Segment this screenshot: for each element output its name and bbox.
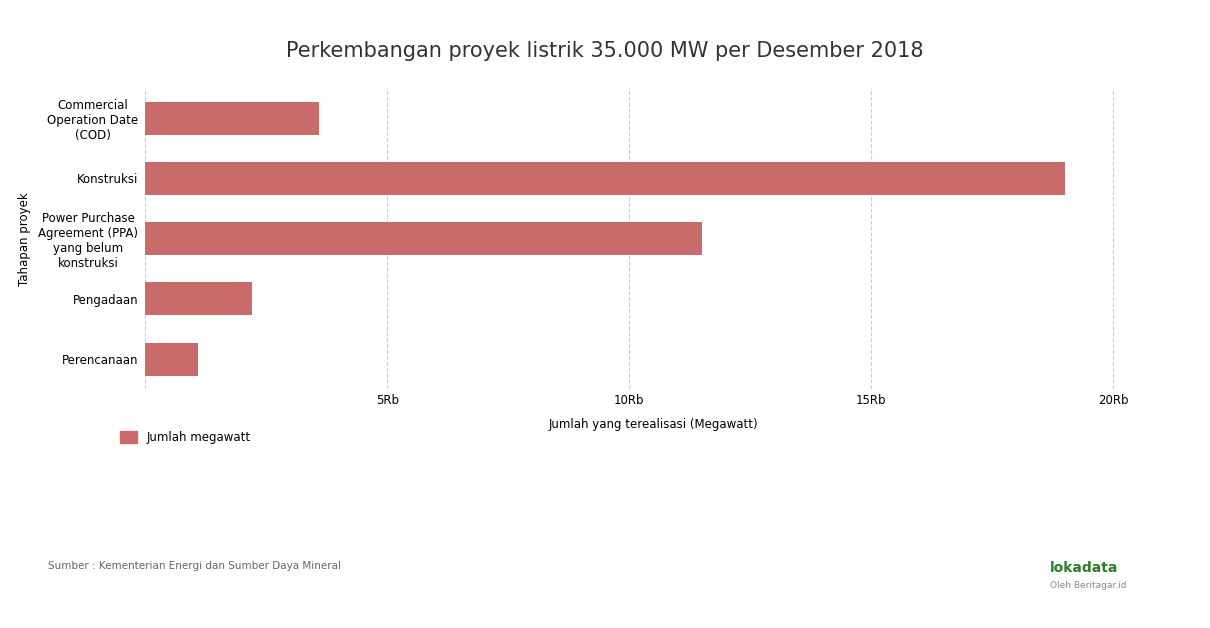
Text: Oleh Beritagar.id: Oleh Beritagar.id — [1050, 582, 1127, 590]
Y-axis label: Tahapan proyek: Tahapan proyek — [18, 192, 31, 286]
Bar — [145, 222, 702, 255]
Legend: Jumlah megawatt: Jumlah megawatt — [115, 426, 255, 449]
Bar — [145, 342, 198, 376]
Text: Perkembangan proyek listrik 35.000 MW per Desember 2018: Perkembangan proyek listrik 35.000 MW pe… — [287, 41, 923, 61]
Text: Sumber : Kementerian Energi dan Sumber Daya Mineral: Sumber : Kementerian Energi dan Sumber D… — [48, 561, 341, 571]
Bar — [145, 102, 319, 135]
Bar — [145, 162, 1065, 195]
Polygon shape — [1025, 572, 1039, 591]
X-axis label: Jumlah yang terealisasi (Megawatt): Jumlah yang terealisasi (Megawatt) — [548, 418, 759, 431]
Text: lokadata: lokadata — [1050, 561, 1119, 575]
Bar — [145, 283, 252, 315]
